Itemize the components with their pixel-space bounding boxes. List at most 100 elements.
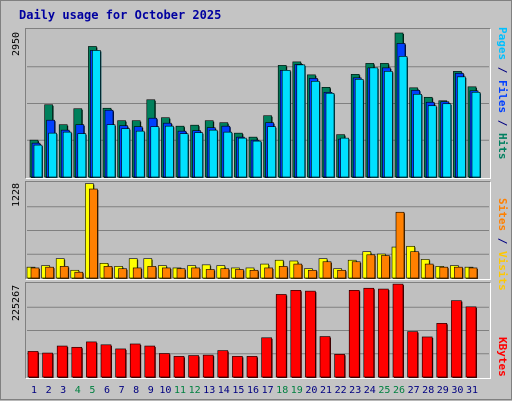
day-label: 10 (159, 385, 171, 396)
pages-bar (92, 50, 101, 178)
day-label: 7 (119, 385, 125, 396)
sites-bar (103, 266, 113, 279)
pages-bar (77, 133, 87, 178)
sites-bar (454, 266, 463, 279)
kbytes-bar (465, 306, 477, 378)
kbytes-bar (319, 336, 331, 378)
sites-bar (74, 271, 84, 279)
pages-bar (238, 137, 247, 178)
pages-bar (194, 132, 203, 178)
day-label: 11 (174, 385, 186, 396)
sites-bar (439, 266, 449, 279)
sites-bar (162, 267, 171, 279)
kbytes-bar (202, 354, 214, 378)
sites-bar (176, 268, 186, 279)
sites-bar (351, 261, 361, 279)
sites-bar (278, 266, 288, 279)
sites-bar (337, 269, 346, 279)
pages-bar (252, 140, 262, 178)
day-label: 18 (276, 385, 288, 396)
kbytes-bar (363, 287, 375, 378)
sites-bar (147, 266, 157, 279)
pages-bar (223, 131, 233, 178)
chart-title: Daily usage for October 2025 (19, 8, 222, 22)
kbytes-bar (129, 343, 141, 378)
sites-bar (395, 211, 405, 279)
pages-bar (471, 91, 481, 178)
pages-bar (398, 56, 408, 178)
day-label: 2 (46, 385, 52, 396)
kbytes-bar (86, 341, 97, 378)
pages-bar (62, 131, 72, 178)
kbytes-bar (71, 346, 83, 378)
sites-bar (322, 261, 332, 279)
pages-bar (106, 124, 116, 178)
pages-bar (33, 144, 43, 178)
day-label: 27 (408, 385, 420, 396)
kbytes-bar (100, 344, 112, 378)
kbytes-bar (246, 356, 258, 378)
pages-bar (208, 129, 218, 178)
pages-bar (311, 81, 320, 178)
day-label: 8 (133, 385, 139, 396)
pages-bar (369, 67, 379, 178)
day-label: 5 (89, 385, 95, 396)
kbytes-bar (290, 290, 302, 378)
day-label: 16 (247, 385, 259, 396)
pages-bar (384, 71, 393, 178)
day-label: 22 (335, 385, 347, 396)
day-label: 15 (232, 385, 244, 396)
sites-bar (264, 267, 273, 279)
pages-bar (121, 128, 130, 178)
pages-bar (427, 105, 437, 178)
kbytes-bar (451, 300, 462, 378)
sites-bar (220, 268, 230, 279)
kbytes-bar (436, 323, 448, 378)
day-label: 23 (349, 385, 361, 396)
sites-bar (308, 269, 317, 279)
pages-bar (442, 103, 452, 178)
day-label: 17 (262, 385, 274, 396)
kbytes-bar (348, 290, 360, 378)
day-label: 30 (451, 385, 463, 396)
pages-bar (135, 130, 145, 178)
day-label: 21 (320, 385, 332, 396)
sites-bar (366, 254, 376, 279)
sites-bar (89, 188, 98, 279)
sites-bar (132, 267, 142, 279)
pages-bar (179, 133, 189, 178)
kbytes-bar (144, 345, 156, 378)
day-label: 19 (291, 385, 303, 396)
kbytes-bar (275, 294, 287, 378)
kbytes-bar (173, 356, 185, 378)
kbytes-bar (305, 290, 316, 378)
kbytes-bar (378, 288, 389, 378)
sites-bar (381, 255, 390, 279)
day-label: 9 (148, 385, 154, 396)
pages-bar (340, 137, 349, 178)
kbytes-bar (261, 337, 272, 378)
sites-bar (293, 263, 303, 279)
sites-bar (410, 251, 419, 279)
kbytes-bar (115, 348, 126, 378)
kbytes-bar (334, 353, 345, 378)
kbytes-bar (42, 352, 53, 378)
pages-bar (281, 70, 291, 178)
pages-bar (48, 132, 57, 178)
day-label: 3 (60, 385, 66, 396)
day-label: 12 (189, 385, 201, 396)
day-label: 20 (305, 385, 317, 396)
sites-bar (30, 267, 40, 279)
day-label: 6 (104, 385, 110, 396)
kbytes-bar (217, 350, 229, 378)
kbytes-bar (27, 351, 39, 378)
sites-bar (424, 263, 434, 279)
day-label: 24 (364, 385, 376, 396)
kbytes-bar (232, 356, 243, 378)
pages-bar (413, 93, 422, 178)
sites-bar (249, 269, 259, 279)
day-label: 25 (378, 385, 390, 396)
day-label: 29 (437, 385, 449, 396)
